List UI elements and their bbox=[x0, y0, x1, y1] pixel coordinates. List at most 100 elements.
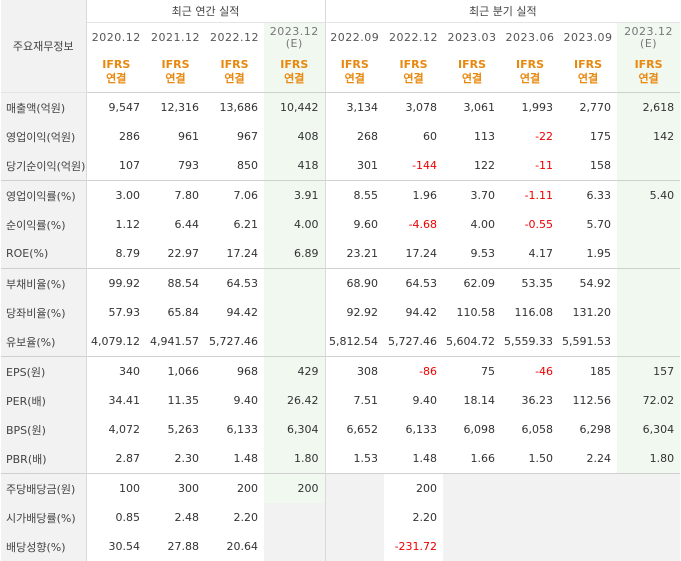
ifrs-label: IFRS bbox=[634, 58, 663, 71]
row-label: ROE(%) bbox=[1, 239, 87, 269]
value-cell: 418 bbox=[264, 151, 326, 181]
value-cell bbox=[617, 151, 681, 181]
value-cell: 3,134 bbox=[346, 101, 379, 114]
value-cell: 88.54 bbox=[146, 268, 205, 298]
value-cell: 4.00 bbox=[470, 218, 496, 231]
value-cell: 94.42 bbox=[405, 306, 438, 319]
value-cell: 100 bbox=[86, 473, 146, 503]
value-cell: -22 bbox=[535, 130, 554, 143]
ifrs-label: IFRS bbox=[102, 58, 131, 71]
period-header: 2023.06 bbox=[501, 23, 559, 53]
ifrs-basis-header: IFRS 연결 bbox=[559, 52, 618, 93]
value-cell bbox=[264, 268, 326, 298]
value-cell: 961 bbox=[178, 130, 199, 143]
consolidated-label: 연결 bbox=[403, 72, 424, 85]
value-cell: 7.51 bbox=[353, 394, 379, 407]
value-cell: 301 bbox=[357, 159, 379, 172]
period-date: 2022.12 bbox=[210, 31, 259, 44]
value-cell: 72.02 bbox=[617, 386, 681, 415]
value-cell: 5,727.46 bbox=[209, 335, 258, 348]
value-cell: 36.23 bbox=[521, 394, 554, 407]
value-cell: 23.21 bbox=[346, 247, 379, 260]
consolidated-label: 연결 bbox=[224, 72, 245, 85]
value-cell: 107 bbox=[119, 159, 140, 172]
row-label: 당기순이익(억원) bbox=[1, 151, 87, 181]
value-cell: 2.20 bbox=[412, 511, 438, 524]
consolidated-label: 연결 bbox=[577, 72, 599, 85]
value-cell: 200 bbox=[264, 473, 326, 503]
value-cell bbox=[617, 268, 681, 298]
value-cell bbox=[617, 532, 681, 561]
ifrs-basis-header: IFRS 연결 bbox=[384, 52, 444, 93]
value-cell bbox=[501, 473, 560, 503]
table-row: 영업이익(억원) 286 961 967 408 268 60 113 -22 175 142 bbox=[1, 122, 681, 151]
period-header: 2020.12 bbox=[86, 23, 146, 53]
ifrs-label: IFRS bbox=[161, 58, 190, 71]
table-row: ROE(%) 8.79 22.97 17.24 6.89 23.21 17.24 9.53 4.… bbox=[1, 239, 681, 269]
ifrs-basis-header: IFRS 연결 bbox=[146, 52, 205, 93]
value-cell: 4.17 bbox=[528, 247, 554, 260]
ifrs-label: IFRS bbox=[340, 58, 369, 71]
ifrs-basis-header: IFRS 연결 bbox=[443, 52, 502, 93]
value-cell: 6,058 bbox=[521, 423, 554, 436]
value-cell: 26.42 bbox=[264, 386, 326, 415]
value-cell: 3,078 bbox=[405, 101, 438, 114]
value-cell: 13,686 bbox=[219, 101, 259, 114]
value-cell bbox=[617, 298, 681, 327]
value-cell: 6,298 bbox=[579, 423, 612, 436]
table-row: 순이익률(%) 1.12 6.44 6.21 4.00 9.60 -4.68 4.00 -0.5… bbox=[1, 210, 681, 239]
value-cell: 300 bbox=[146, 473, 205, 503]
value-cell: 6.33 bbox=[559, 180, 618, 210]
value-cell: 4,079.12 bbox=[91, 335, 140, 348]
value-cell: 5,559.33 bbox=[504, 335, 554, 348]
value-cell: 429 bbox=[264, 356, 326, 386]
value-cell: 6,098 bbox=[463, 423, 496, 436]
value-cell: 110.58 bbox=[456, 306, 496, 319]
value-cell bbox=[617, 327, 681, 357]
value-cell: 2.24 bbox=[586, 452, 612, 465]
quarter-group-header: 최근 분기 실적 bbox=[325, 0, 681, 23]
value-cell: 175 bbox=[590, 130, 612, 143]
value-cell bbox=[264, 532, 326, 561]
value-cell: 9.53 bbox=[470, 247, 496, 260]
value-cell: 75 bbox=[443, 356, 502, 386]
value-cell bbox=[501, 532, 560, 561]
value-cell: 5,727.46 bbox=[388, 335, 438, 348]
table-row: 배당성향(%) 30.54 27.88 20.64 -231.72 bbox=[1, 532, 681, 561]
value-cell: 34.41 bbox=[108, 394, 141, 407]
value-cell: -1.11 bbox=[501, 180, 560, 210]
value-cell: 5.40 bbox=[617, 180, 681, 210]
value-cell bbox=[443, 503, 502, 532]
value-cell: 3.00 bbox=[86, 180, 146, 210]
value-cell: 10,442 bbox=[264, 92, 326, 122]
value-cell: 5,604.72 bbox=[446, 335, 496, 348]
value-cell: 268 bbox=[357, 130, 379, 143]
period-header: 2022.12 bbox=[384, 23, 443, 53]
value-cell bbox=[264, 327, 326, 357]
value-cell: 2.20 bbox=[233, 511, 259, 524]
value-cell: -231.72 bbox=[394, 540, 438, 553]
value-cell: -46 bbox=[501, 356, 560, 386]
value-cell: 1.66 bbox=[470, 452, 496, 465]
period-date: 2023.06 bbox=[505, 31, 555, 44]
ifrs-basis-header: IFRS 연결 bbox=[325, 52, 385, 93]
period-header: 2022.12 bbox=[205, 23, 264, 53]
value-cell: 116.08 bbox=[514, 306, 554, 319]
value-cell: 68.90 bbox=[325, 268, 385, 298]
value-cell: -144 bbox=[412, 159, 438, 172]
period-date: 2023.12 bbox=[269, 24, 319, 38]
value-cell: 1,066 bbox=[146, 356, 205, 386]
row-label: 주당배당금(원) bbox=[1, 473, 87, 503]
value-cell: 60 bbox=[423, 130, 438, 143]
value-cell: 64.53 bbox=[205, 268, 264, 298]
value-cell: 1.48 bbox=[233, 452, 259, 465]
table-row: PER(배) 34.41 11.35 9.40 26.42 7.51 9.40 18.14 36… bbox=[1, 386, 681, 415]
value-cell: 22.97 bbox=[167, 247, 200, 260]
value-cell: 4,072 bbox=[108, 423, 141, 436]
value-cell bbox=[559, 503, 618, 532]
ifrs-label: IFRS bbox=[574, 58, 603, 71]
estimate-marker: (E) bbox=[285, 36, 303, 50]
table-row: 당좌비율(%) 57.93 65.84 94.42 92.92 94.42 110.58 11… bbox=[1, 298, 681, 327]
value-cell: 408 bbox=[264, 122, 326, 151]
